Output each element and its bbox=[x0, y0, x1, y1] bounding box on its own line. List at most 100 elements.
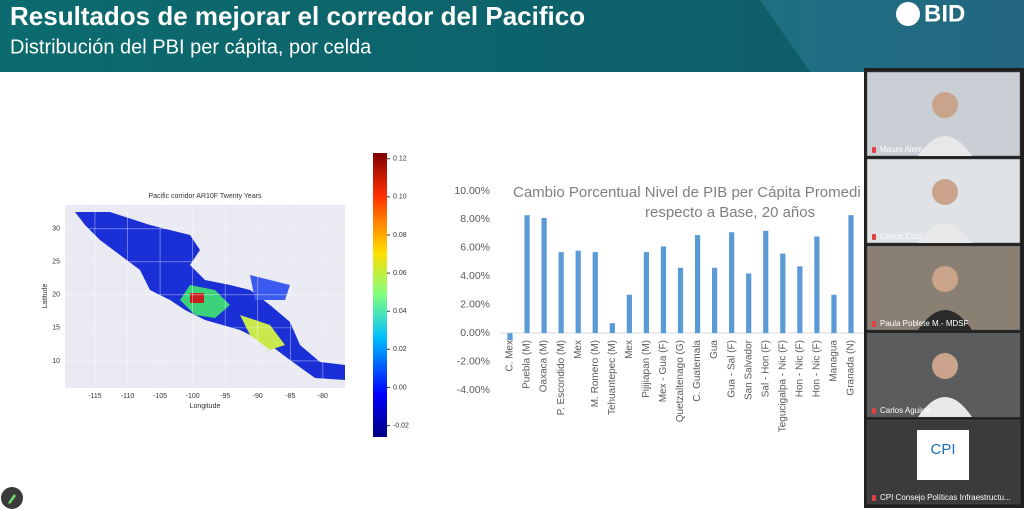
heatmap-x-tick-label: -100 bbox=[186, 393, 200, 400]
participant-body bbox=[918, 223, 972, 243]
x-tick-label: Tegucigalpa - Nic (F) bbox=[777, 340, 788, 432]
y-tick-label: -4.00% bbox=[457, 384, 490, 396]
x-tick-label: M. Romero (M) bbox=[590, 340, 601, 407]
mic-icon bbox=[872, 234, 876, 240]
heatmap-ylabel: Latitude bbox=[42, 283, 49, 308]
heatmap-x-tick-label: -110 bbox=[121, 393, 135, 400]
x-tick-label: Sal - Hon (F) bbox=[760, 340, 771, 397]
y-tick-label: 6.00% bbox=[460, 242, 490, 254]
video-panel: Mauro Alem Carlos Cruz Paula Poblete M.- M… bbox=[864, 68, 1024, 508]
x-tick-label: Oaxaca (M) bbox=[539, 340, 550, 392]
heatmap-y-tick-label: 25 bbox=[52, 259, 60, 266]
y-tick-label: -2.00% bbox=[457, 355, 490, 367]
x-tick-label: Tehuantepec (M) bbox=[607, 340, 618, 415]
bar bbox=[797, 266, 803, 334]
chart-title: Cambio Porcentual Nivel de PIB per Cápit… bbox=[513, 184, 861, 201]
participant-name: Carlos Aguirre bbox=[880, 406, 931, 415]
x-tick-label: San Salvador bbox=[743, 339, 754, 400]
bar bbox=[814, 236, 820, 334]
bar bbox=[660, 246, 667, 334]
heatmap-x-tick-label: -95 bbox=[220, 393, 230, 400]
bar bbox=[626, 294, 632, 334]
bar bbox=[831, 294, 837, 334]
participant-name: Mauro Alem bbox=[880, 145, 923, 154]
x-tick-label: Granada (N) bbox=[846, 340, 857, 396]
mic-icon bbox=[872, 321, 876, 327]
colorbar-tick-label: 0.10 bbox=[393, 194, 407, 201]
bar bbox=[524, 215, 530, 334]
heatmap-x-tick-label: -80 bbox=[318, 393, 328, 400]
x-tick-label: P. Escondido (M) bbox=[556, 340, 567, 415]
x-tick-label: Puebla (M) bbox=[522, 340, 533, 389]
y-tick-label: 4.00% bbox=[460, 270, 490, 282]
bar bbox=[592, 252, 598, 334]
bar bbox=[558, 252, 564, 334]
heatmap-xlabel: Longitude bbox=[190, 403, 221, 410]
y-tick-label: 2.00% bbox=[460, 298, 490, 310]
participant-head bbox=[932, 179, 958, 205]
heatmap-x-tick-label: -115 bbox=[88, 393, 102, 400]
colorbar-tick-label: 0.04 bbox=[393, 308, 407, 315]
participant-head bbox=[932, 266, 958, 292]
heatmap-x-tick-label: -90 bbox=[253, 393, 263, 400]
colorbar-tick-label: 0.12 bbox=[393, 156, 407, 163]
x-tick-label: Gua bbox=[709, 340, 720, 359]
colorbar-tick-label: 0.06 bbox=[393, 270, 407, 277]
heatmap-y-tick-label: 30 bbox=[52, 226, 60, 233]
y-tick-label: 8.00% bbox=[460, 213, 490, 225]
participant-body bbox=[918, 397, 972, 417]
colorbar-tick-label: -0.02 bbox=[393, 422, 409, 429]
bar bbox=[780, 253, 786, 334]
x-tick-label: Mex - Gua (F) bbox=[658, 340, 669, 402]
colorbar bbox=[373, 153, 387, 437]
x-tick-label: Quetzaltenago (G) bbox=[675, 340, 686, 422]
participant-name: Carlos Cruz bbox=[880, 232, 922, 241]
bar bbox=[848, 215, 854, 334]
x-tick-label: Hon - Nic (F) bbox=[794, 340, 805, 397]
x-tick-label: C. Guatemala bbox=[692, 340, 703, 402]
x-tick-label: Pijijiapan (M) bbox=[641, 340, 652, 398]
bar bbox=[609, 323, 615, 334]
y-tick-label: 10.00% bbox=[454, 185, 490, 197]
participant-name: Paula Poblete M.- MDSF bbox=[880, 319, 969, 328]
bar bbox=[746, 273, 752, 334]
pencil-icon bbox=[8, 494, 16, 504]
participant-head bbox=[932, 92, 958, 118]
bar bbox=[677, 267, 684, 334]
colorbar-tick-label: 0.00 bbox=[393, 384, 407, 391]
colorbar-tick-label: 0.08 bbox=[393, 232, 407, 239]
heatmap-y-tick-label: 20 bbox=[52, 292, 60, 299]
bar bbox=[763, 230, 769, 334]
x-tick-label: Gua - Sal (F) bbox=[726, 340, 737, 398]
mic-icon bbox=[872, 408, 876, 414]
colorbar-tick-label: 0.02 bbox=[393, 346, 407, 353]
slide-subtitle: Distribución del PBI per cápita, por cel… bbox=[10, 36, 372, 58]
participant-body bbox=[918, 310, 972, 330]
bar bbox=[541, 218, 547, 334]
slide-title: Resultados de mejorar el corredor del Pa… bbox=[10, 1, 585, 31]
x-tick-label: Mex bbox=[573, 340, 584, 359]
participant-name: CPI Consejo Políticas Infraestructu... bbox=[880, 493, 1011, 502]
logo-globe bbox=[896, 2, 920, 26]
bar bbox=[694, 235, 701, 334]
bar bbox=[507, 333, 513, 341]
participant-logo: CPI bbox=[930, 441, 955, 458]
heatmap-title: Pacific corridor AR10F Twenty Years bbox=[148, 193, 262, 200]
logo: BID bbox=[924, 0, 965, 27]
x-tick-label: Hon - Nic (F) bbox=[812, 340, 823, 397]
heatmap-x-tick-label: -85 bbox=[285, 393, 295, 400]
logo-card bbox=[917, 430, 969, 480]
y-tick-label: 0.00% bbox=[460, 327, 490, 339]
mic-icon bbox=[872, 495, 876, 501]
header-accent bbox=[760, 0, 1024, 72]
bar bbox=[712, 267, 718, 334]
heatmap-y-tick-label: 15 bbox=[52, 325, 60, 332]
mic-icon bbox=[872, 147, 876, 153]
bar bbox=[575, 250, 581, 334]
x-tick-label: Managua bbox=[829, 340, 840, 382]
bar bbox=[643, 252, 649, 334]
x-tick-label: Mex bbox=[624, 340, 635, 359]
heatmap-y-tick-label: 10 bbox=[52, 358, 60, 365]
